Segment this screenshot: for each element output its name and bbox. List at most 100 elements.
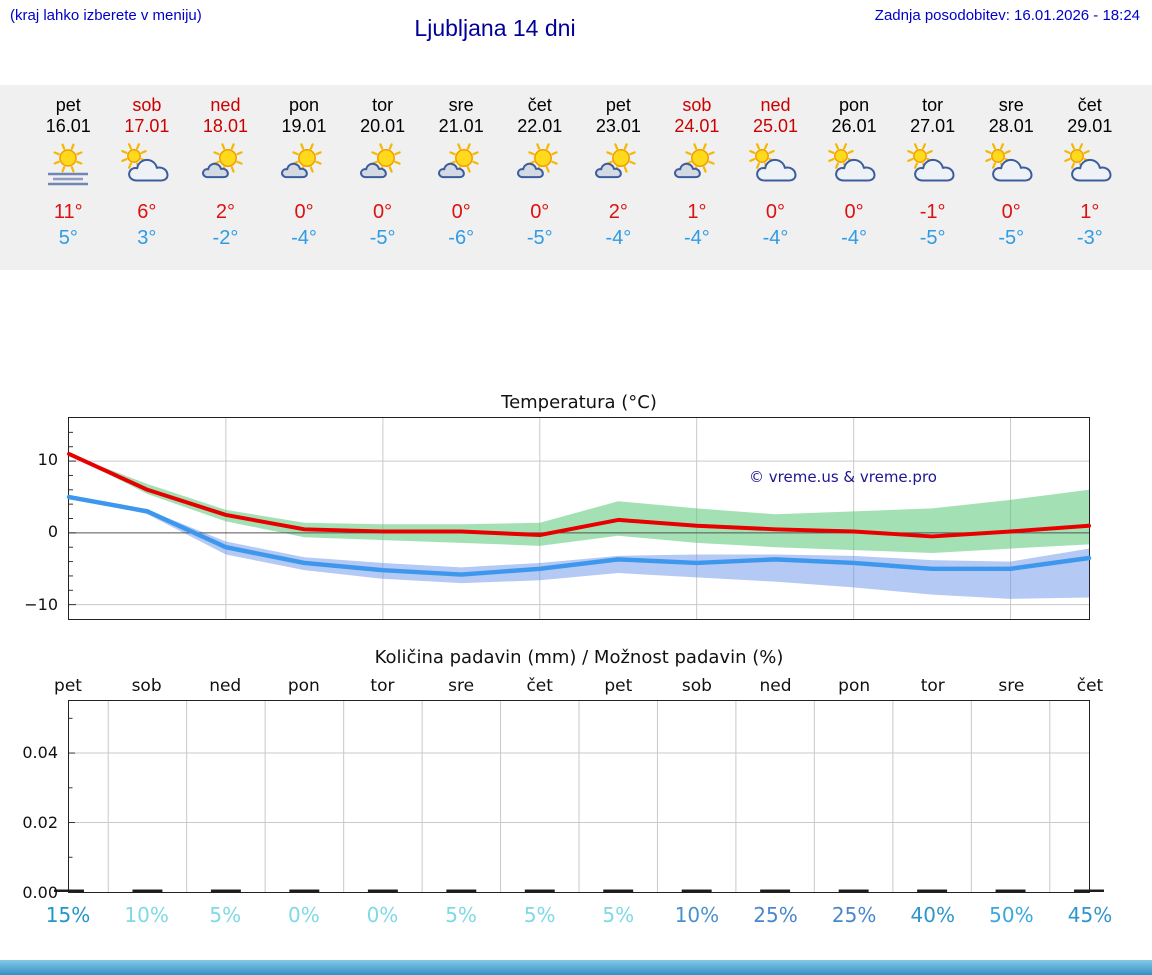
day-max-temp: 0°: [1001, 201, 1021, 223]
sun-cloud-icon: [658, 143, 737, 189]
precip-ytick-label: 0.04: [22, 742, 58, 762]
watermark: © vreme.us & vreme.pro: [749, 468, 937, 486]
day-min-temp: -4°: [605, 227, 632, 249]
precip-day-label: ned: [209, 676, 242, 696]
day-max-temp: 0°: [844, 201, 864, 223]
day-name: sob: [682, 95, 712, 115]
precip-probability: 40%: [910, 903, 955, 927]
temperature-plot-svg: [66, 418, 1092, 619]
forecast-day: čet 22.01 0° -5°: [500, 95, 579, 270]
temp-ytick-label: 0: [47, 522, 58, 541]
day-max-temp: 6°: [137, 201, 157, 223]
precip-day-labels: pet sob ned pon tor sre čet pet sob ned pon tor sre č…: [0, 676, 1152, 698]
day-name: ned: [210, 95, 241, 115]
precip-probability: 0%: [366, 903, 399, 927]
day-date: 24.01: [674, 116, 720, 136]
precip-day-label: sre: [998, 676, 1025, 696]
day-name: pet: [55, 95, 81, 115]
precip-ytick-label: 0.02: [22, 812, 58, 832]
day-max-temp: 0°: [373, 201, 393, 223]
day-max-temp: -1°: [919, 201, 946, 223]
menu-hint: (kraj lahko izberete v meniju): [10, 7, 202, 24]
forecast-day: pet 16.01 11° 5°: [29, 95, 108, 270]
day-date: 27.01: [910, 116, 956, 136]
day-min-temp: -4°: [684, 227, 710, 249]
day-min-temp: -4°: [841, 227, 867, 249]
precip-day-label: pon: [838, 676, 871, 696]
sun-horizon-icon: [29, 143, 108, 189]
temp-ytick-label: 10: [37, 449, 58, 469]
day-max-temp: 0°: [451, 201, 471, 223]
precip-ytick-label: 0.00: [22, 883, 58, 902]
precip-probability: 10%: [674, 903, 720, 927]
precip-day-label: ned: [759, 676, 792, 696]
last-update: Zadnja posodobitev: 16.01.2026 - 18:24: [874, 7, 1140, 24]
sun-cloud-icon: [422, 143, 501, 189]
forecast-day: tor 20.01 0° -5°: [343, 95, 422, 270]
temp-ytick-label: −10: [24, 594, 58, 614]
precip-day-label: čet: [1076, 676, 1104, 696]
day-max-temp: 0°: [530, 201, 550, 223]
forecast-day: tor 27.01 -1° -5°: [893, 95, 972, 270]
day-min-temp: -2°: [212, 227, 239, 249]
day-name: pon: [839, 95, 870, 115]
day-min-temp: -5°: [526, 227, 553, 249]
precip-probability: 25%: [753, 903, 798, 927]
precip-probability: 5%: [445, 903, 477, 927]
day-min-temp: -4°: [762, 227, 789, 249]
day-date: 16.01: [45, 116, 91, 136]
day-max-temp: 1°: [1080, 201, 1100, 223]
precip-day-label: tor: [370, 676, 395, 696]
day-name: sob: [132, 95, 162, 115]
sun-cloud-icon: [343, 143, 422, 189]
forecast-strip: pet 16.01 11° 5° sob 17.01 6° 3° ned 18.01 2° -2° po…: [0, 85, 1152, 270]
precip-day-label: tor: [920, 676, 945, 696]
precip-day-label: sob: [681, 676, 712, 696]
forecast-day: čet 29.01 1° -3°: [1051, 95, 1130, 270]
forecast-day: sre 28.01 0° -5°: [972, 95, 1051, 270]
precip-probability: 50%: [989, 903, 1034, 927]
precip-probability: 0%: [287, 903, 320, 927]
day-min-temp: -6°: [448, 227, 475, 249]
forecast-day: ned 18.01 2° -2°: [186, 95, 265, 270]
day-min-temp: -5°: [998, 227, 1025, 249]
day-max-temp: 2°: [608, 201, 628, 223]
temperature-chart: © vreme.us & vreme.pro: [66, 417, 1092, 620]
forecast-day: pet 23.01 2° -4°: [579, 95, 658, 270]
day-name: pon: [289, 95, 320, 115]
precip-probability: 25%: [831, 903, 877, 927]
day-min-temp: 3°: [137, 227, 157, 249]
forecast-day: sob 24.01 1° -4°: [658, 95, 737, 270]
day-name: čet: [527, 95, 552, 115]
day-date: 28.01: [988, 116, 1034, 136]
day-min-temp: 5°: [58, 227, 78, 249]
day-date: 25.01: [752, 116, 799, 136]
cloud-sun-icon: [815, 143, 894, 189]
cloud-sun-icon: [736, 143, 815, 189]
precip-probability: 15%: [45, 903, 91, 927]
precip-chart-title: Količina padavin (mm) / Možnost padavin …: [374, 647, 784, 668]
precip-probability: 45%: [1067, 903, 1113, 927]
day-date: 21.01: [438, 116, 484, 136]
day-name: tor: [372, 95, 394, 115]
day-name: sre: [998, 95, 1024, 115]
precip-probability: 10%: [124, 903, 169, 927]
precip-day-label: čet: [526, 676, 553, 696]
day-date: 17.01: [124, 116, 170, 136]
precip-probabilities: 15% 10% 5% 0% 0% 5% 5% 5% 10% 25% 25% 40% 50% 45%: [0, 903, 1152, 931]
cloud-sun-icon: [108, 143, 187, 189]
precip-probability: 5%: [602, 903, 635, 927]
cloud-sun-icon: [893, 143, 972, 189]
day-name: ned: [760, 95, 791, 115]
forecast-day: sre 21.01 0° -6°: [422, 95, 501, 270]
precip-plot-svg: [54, 701, 1104, 893]
precip-day-label: pon: [287, 676, 320, 696]
day-name: sre: [448, 95, 474, 115]
day-min-temp: -5°: [369, 227, 396, 249]
day-min-temp: -4°: [291, 227, 317, 249]
day-date: 22.01: [517, 116, 563, 136]
sun-cloud-icon: [186, 143, 265, 189]
cloud-sun-icon: [972, 143, 1051, 189]
temp-chart-title: Temperatura (°C): [501, 392, 657, 413]
